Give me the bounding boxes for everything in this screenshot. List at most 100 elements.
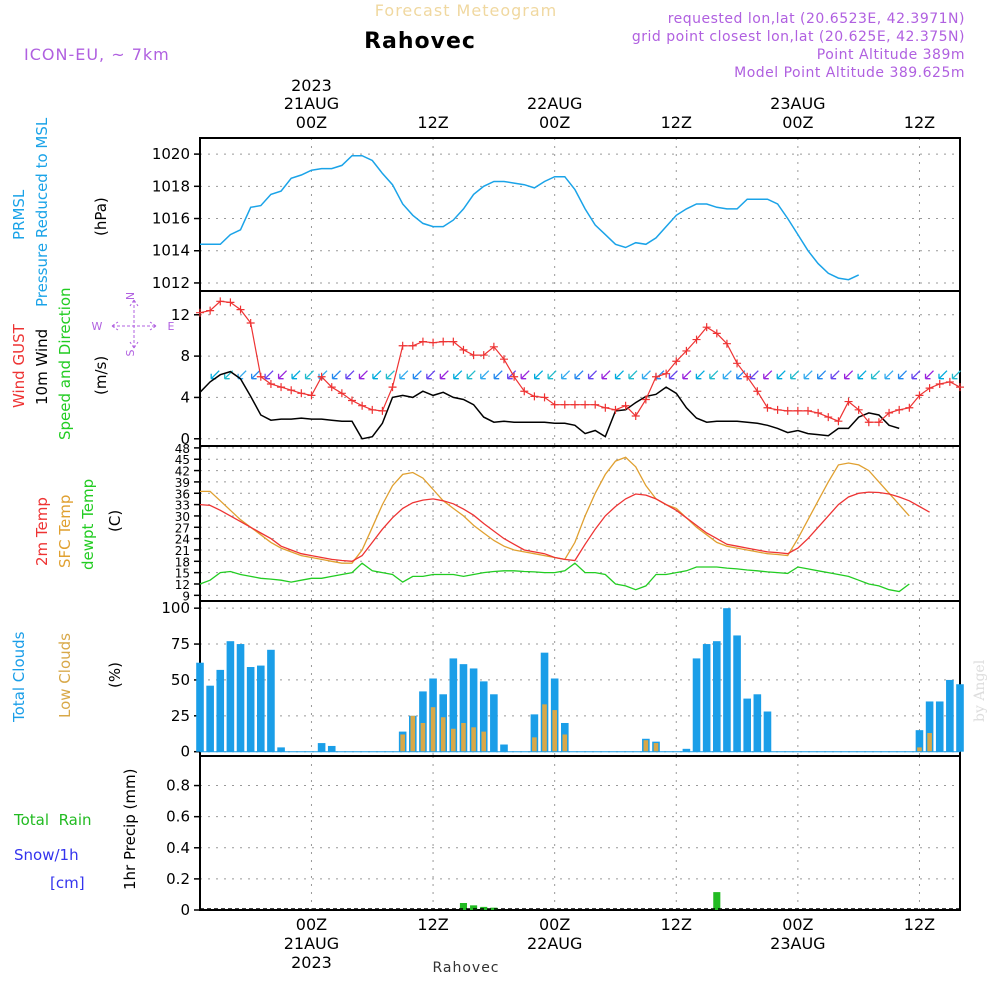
gust-marker	[834, 417, 843, 426]
model-label: ICON-EU, ~ 7km	[24, 45, 170, 64]
low-cloud-bar	[461, 722, 466, 752]
gust-marker	[641, 395, 650, 404]
top-hour-label: 00Z	[296, 113, 327, 132]
wind-barb	[749, 370, 759, 380]
wind-barb	[466, 370, 476, 380]
gust-marker	[479, 351, 488, 360]
wind-barb-head	[817, 373, 823, 380]
point-altitude: Point Altitude 389m	[817, 47, 965, 63]
total-cloud-bar	[935, 701, 944, 752]
y-tick-label: 21	[175, 544, 190, 558]
bottom-hour-label: 00Z	[539, 915, 570, 934]
gust-marker	[530, 392, 539, 401]
total-cloud-bar	[915, 730, 924, 752]
pressure-unit: (hPa)	[92, 197, 110, 236]
wind-barb	[601, 370, 611, 380]
wind-barb-head	[534, 373, 540, 380]
y-tick-label: 45	[175, 453, 190, 467]
y-tick-label: 12	[175, 578, 190, 592]
gust-marker	[337, 389, 346, 398]
y-tick-label: 4	[180, 388, 190, 406]
gust-marker	[500, 355, 508, 364]
y-tick-label: 24	[175, 533, 190, 547]
top-date-label: 21AUG	[284, 94, 339, 113]
bottom-hour-label: 12Z	[417, 915, 448, 934]
cloud-labels: Total Clouds Low Clouds (%)	[10, 631, 124, 723]
wind-barb	[722, 370, 732, 380]
wind-barb-head	[291, 373, 298, 380]
wind-barb	[480, 370, 490, 380]
pressure-series-line	[200, 154, 860, 281]
gust-marker	[814, 408, 823, 417]
total-cloud-bar	[327, 745, 336, 752]
wind-barb	[844, 370, 854, 380]
total-cloud-bar	[246, 667, 255, 752]
gust-marker	[469, 351, 478, 360]
low-clouds-label: Low Clouds	[56, 633, 74, 718]
low-cloud-bar	[471, 727, 476, 752]
wind-barb	[534, 370, 544, 380]
y-tick-label: 1014	[152, 242, 190, 260]
top-hour-label: 00Z	[539, 113, 570, 132]
total-cloud-bar	[733, 635, 741, 752]
wind-barb-head	[736, 373, 742, 380]
wind-gust-line	[199, 300, 961, 423]
y-tick-label: 75	[171, 635, 190, 653]
temp-2m-line	[199, 491, 930, 562]
gust-marker	[368, 405, 377, 414]
gust-marker	[287, 386, 296, 395]
gust-marker	[439, 337, 448, 346]
wind-barb	[857, 370, 867, 380]
y-tick-label: 30	[175, 510, 190, 524]
total-cloud-bar	[946, 679, 954, 752]
wind-barb-head	[870, 373, 877, 380]
wind-barb	[803, 370, 813, 380]
low-cloud-bar	[643, 740, 649, 752]
cloud-unit: (%)	[106, 662, 124, 688]
wind-barb	[412, 370, 422, 380]
panel-frame	[199, 290, 961, 447]
wind-barb-head	[277, 373, 284, 380]
wind-barb	[439, 370, 449, 380]
gust-marker	[935, 380, 944, 388]
total-cloud-bar	[490, 694, 498, 752]
wind-barb	[695, 370, 705, 380]
y-tick-label: 48	[175, 442, 190, 456]
total-clouds-label: Total Clouds	[10, 631, 28, 723]
wind-unit: (m/s)	[92, 356, 110, 395]
wind-barb	[668, 370, 678, 380]
wind-barb-head	[426, 373, 432, 380]
bottom-hour-label: 12Z	[904, 915, 935, 934]
credit: by Angel	[972, 659, 988, 722]
gust-marker	[266, 380, 275, 388]
wind-barb	[453, 370, 463, 380]
wind-barb-head	[897, 373, 904, 380]
gust-marker	[236, 305, 245, 314]
total-cloud-bar	[277, 747, 285, 752]
total-cloud-bar	[236, 644, 245, 752]
gust-marker	[449, 337, 458, 346]
wind-barb-head	[938, 373, 944, 380]
gust-marker	[408, 341, 417, 350]
total-cloud-bar	[226, 641, 235, 752]
gust-marker	[712, 329, 721, 338]
low-cloud-bar	[410, 715, 416, 752]
total-cloud-bar	[216, 669, 225, 752]
wind-barb	[574, 370, 584, 380]
total-cloud-bar	[702, 644, 711, 752]
y-tick-label: 100	[161, 599, 190, 617]
total-cloud-bar	[763, 711, 772, 752]
wind-barb	[588, 370, 598, 380]
gust-marker	[196, 308, 204, 317]
bottom-date-label: 23AUG	[770, 934, 825, 953]
y-tick-label: 42	[175, 465, 190, 479]
total-cloud-bar	[196, 662, 204, 752]
gust-marker	[317, 372, 326, 381]
gust-marker	[459, 345, 468, 354]
total-cloud-bar	[267, 649, 275, 752]
requested-coords: requested lon,lat (20.6523E, 42.3971N)	[668, 11, 965, 27]
gust-marker	[662, 369, 671, 378]
y-tick-label: 50	[171, 671, 190, 689]
